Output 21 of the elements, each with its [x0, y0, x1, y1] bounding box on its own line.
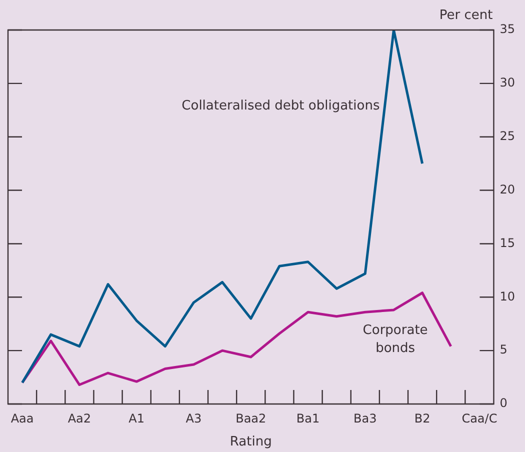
y-axis-title: Per cent	[439, 8, 493, 23]
series-label: Collateralised debt obligations	[182, 98, 380, 114]
y-tick-label: 5	[500, 342, 508, 357]
y-tick-label: 20	[500, 182, 516, 196]
y-tick-label: 0	[500, 396, 508, 410]
x-tick-label: A3	[186, 411, 202, 426]
x-tick-label: Ba1	[296, 411, 320, 426]
x-tick-label: Aa2	[68, 411, 92, 426]
x-tick-label: Caa/C	[462, 411, 498, 426]
x-tick-label: Ba3	[354, 411, 377, 426]
x-tick-label: B2	[414, 411, 430, 426]
y-tick-label: 35	[500, 22, 516, 36]
y-tick-label: 10	[500, 289, 516, 304]
y-tick-label: 15	[500, 236, 516, 250]
y-tick-label: 30	[500, 76, 516, 90]
y-tick-label: 25	[500, 128, 516, 143]
x-tick-label: A1	[128, 411, 144, 426]
series-label: Corporate bonds	[362, 323, 428, 356]
x-tick-label: Aaa	[10, 411, 34, 426]
x-axis-title: Rating	[230, 434, 272, 450]
x-tick-label: Baa2	[236, 411, 266, 426]
